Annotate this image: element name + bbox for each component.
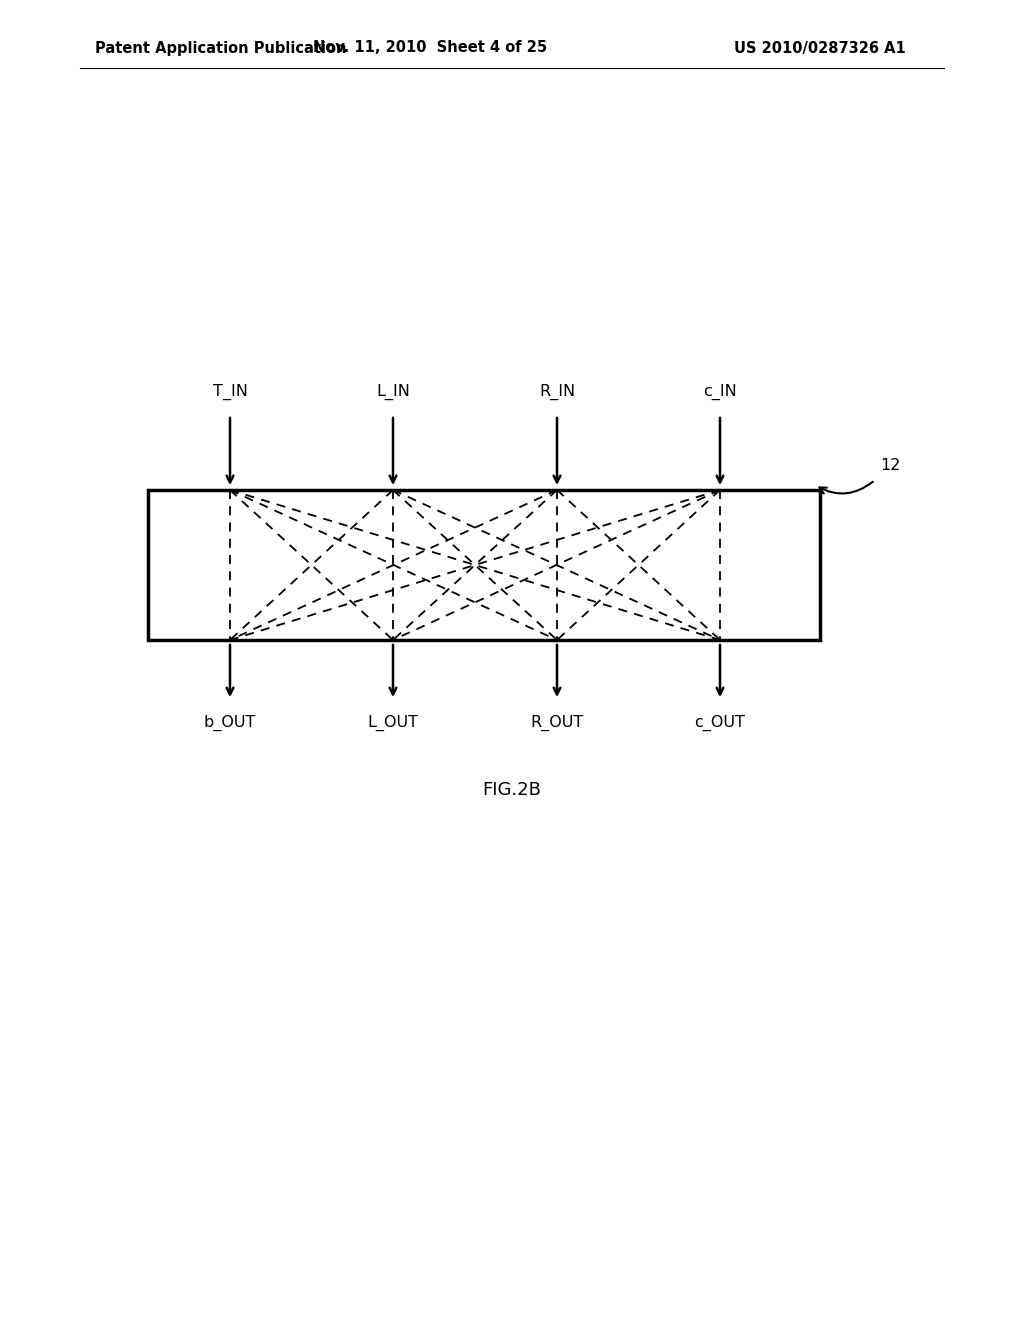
Text: FIG.2B: FIG.2B	[482, 781, 542, 799]
Text: US 2010/0287326 A1: US 2010/0287326 A1	[734, 41, 906, 55]
Text: L_OUT: L_OUT	[368, 715, 419, 731]
Text: R_IN: R_IN	[539, 384, 575, 400]
Text: Nov. 11, 2010  Sheet 4 of 25: Nov. 11, 2010 Sheet 4 of 25	[313, 41, 547, 55]
Bar	[148, 490, 820, 640]
Text: c_IN: c_IN	[703, 384, 737, 400]
Text: T_IN: T_IN	[213, 384, 248, 400]
Text: Patent Application Publication: Patent Application Publication	[95, 41, 346, 55]
Text: L_IN: L_IN	[376, 384, 410, 400]
Text: b_OUT: b_OUT	[204, 715, 256, 731]
Text: R_OUT: R_OUT	[530, 715, 584, 731]
Text: c_OUT: c_OUT	[694, 715, 745, 731]
Text: 12: 12	[880, 458, 900, 473]
